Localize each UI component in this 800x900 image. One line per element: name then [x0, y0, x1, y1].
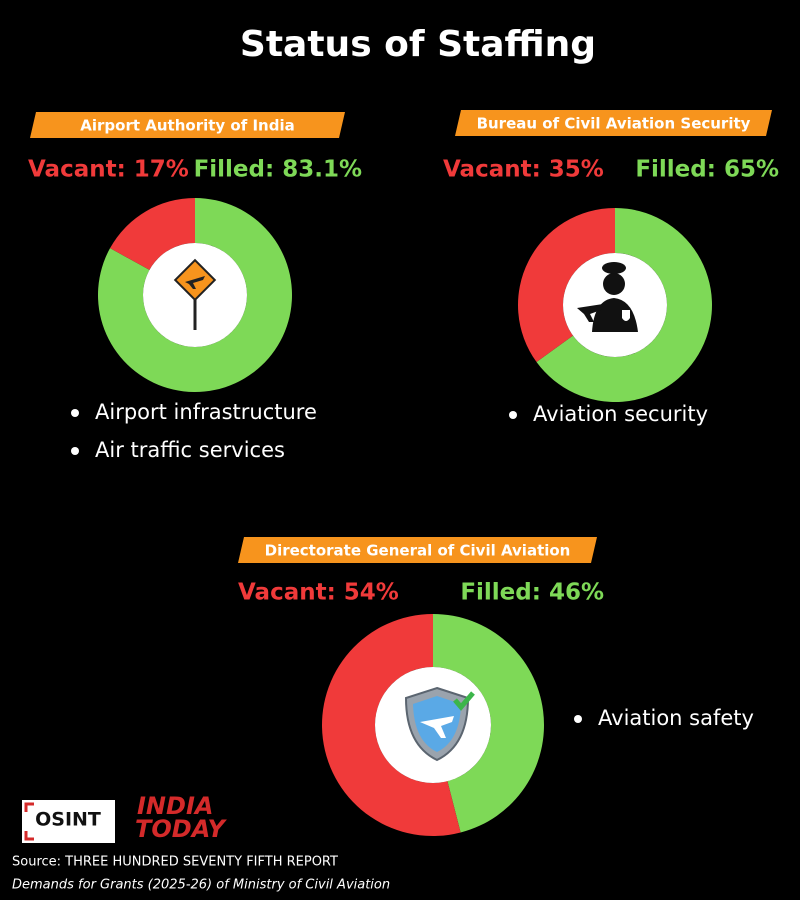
bullet: [509, 411, 517, 419]
slice: [536, 208, 713, 403]
title-banner: [30, 112, 345, 138]
slice: [433, 614, 544, 833]
value-label: Filled: 46%: [460, 580, 604, 606]
page-title: Status of Staffing: [240, 24, 596, 65]
title-banner: [455, 110, 772, 136]
title-banner: [238, 537, 597, 563]
bullet-text: Aviation security: [533, 402, 708, 426]
safety-icon: [404, 686, 475, 762]
slice: [97, 198, 293, 393]
value-label: Filled: 65%: [635, 157, 779, 183]
osint-logo: OSINT: [22, 800, 115, 843]
security-icon: [577, 262, 638, 332]
slice: [322, 614, 461, 836]
value-label: Vacant: 35%: [443, 157, 604, 183]
bullet: [71, 447, 79, 455]
value-label: Vacant: 17%: [28, 157, 189, 183]
bullet: [574, 715, 582, 723]
india-today-logo: INDIA: [137, 792, 213, 820]
slice: [517, 208, 615, 363]
source-text: Demands for Grants (2025-26) of Ministry…: [12, 878, 390, 893]
bullet-text: Airport infrastructure: [95, 400, 317, 424]
chart-title: Directorate General of Civil Aviation: [265, 542, 571, 560]
airport-icon: [173, 258, 217, 330]
chart-title: Bureau of Civil Aviation Security: [477, 115, 751, 133]
bullet-text: Air traffic services: [95, 438, 285, 462]
value-label: Vacant: 54%: [238, 580, 399, 606]
bullet-text: Aviation safety: [598, 706, 754, 730]
source-text: Source: THREE HUNDRED SEVENTY FIFTH REPO…: [12, 855, 338, 870]
india-today-logo: TODAY: [135, 815, 228, 843]
value-label: Filled: 83.1%: [194, 157, 362, 183]
slice: [110, 198, 195, 270]
osint-text: OSINT: [35, 809, 101, 831]
chart-title: Airport Authority of India: [80, 117, 294, 135]
bullet: [71, 409, 79, 417]
